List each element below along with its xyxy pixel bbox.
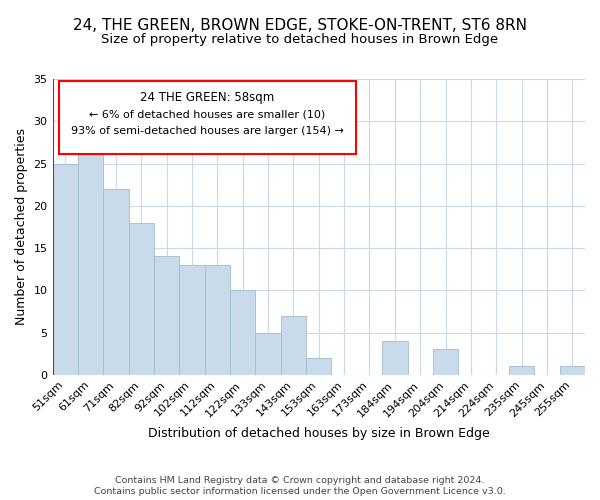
Text: ← 6% of detached houses are smaller (10): ← 6% of detached houses are smaller (10) <box>89 109 325 119</box>
Bar <box>382 341 407 375</box>
Bar <box>78 130 103 375</box>
Bar <box>154 256 179 375</box>
Bar <box>281 316 306 375</box>
Y-axis label: Number of detached properties: Number of detached properties <box>15 128 28 326</box>
Bar <box>433 350 458 375</box>
Bar <box>230 290 256 375</box>
Text: 24, THE GREEN, BROWN EDGE, STOKE-ON-TRENT, ST6 8RN: 24, THE GREEN, BROWN EDGE, STOKE-ON-TREN… <box>73 18 527 32</box>
Bar <box>205 265 230 375</box>
Bar <box>103 189 128 375</box>
Bar <box>560 366 585 375</box>
Text: 93% of semi-detached houses are larger (154) →: 93% of semi-detached houses are larger (… <box>71 126 344 136</box>
Bar <box>306 358 331 375</box>
Bar <box>256 332 281 375</box>
Bar <box>509 366 534 375</box>
Bar <box>179 265 205 375</box>
X-axis label: Distribution of detached houses by size in Brown Edge: Distribution of detached houses by size … <box>148 427 490 440</box>
Text: 24 THE GREEN: 58sqm: 24 THE GREEN: 58sqm <box>140 90 274 104</box>
Bar <box>128 222 154 375</box>
Text: Contains HM Land Registry data © Crown copyright and database right 2024.: Contains HM Land Registry data © Crown c… <box>115 476 485 485</box>
Text: Contains public sector information licensed under the Open Government Licence v3: Contains public sector information licen… <box>94 488 506 496</box>
Bar <box>53 164 78 375</box>
Text: Size of property relative to detached houses in Brown Edge: Size of property relative to detached ho… <box>101 32 499 46</box>
